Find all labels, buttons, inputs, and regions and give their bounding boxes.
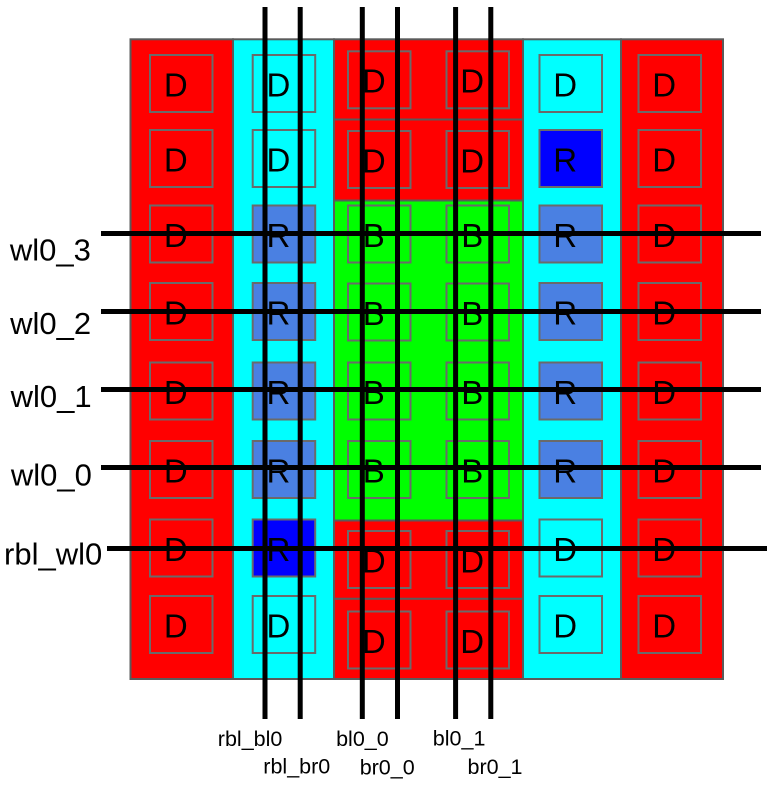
svg-text:B: B [461, 452, 483, 489]
svg-text:D: D [266, 66, 290, 103]
svg-text:D: D [460, 623, 484, 660]
svg-text:D: D [553, 66, 577, 103]
svg-text:wl0_3: wl0_3 [9, 232, 91, 267]
svg-text:wl0_0: wl0_0 [10, 458, 92, 493]
svg-text:rbl_wl0: rbl_wl0 [4, 537, 102, 572]
svg-text:D: D [460, 142, 484, 179]
svg-text:D: D [362, 542, 386, 579]
svg-text:rbl_br0: rbl_br0 [263, 755, 330, 779]
svg-text:B: B [363, 452, 385, 489]
svg-text:D: D [164, 141, 188, 178]
svg-text:R: R [553, 141, 577, 178]
svg-text:D: D [164, 452, 188, 489]
svg-text:D: D [652, 607, 676, 644]
svg-text:D: D [164, 374, 188, 411]
svg-text:D: D [553, 607, 577, 644]
svg-text:R: R [553, 374, 577, 411]
svg-text:B: B [461, 374, 483, 411]
svg-text:D: D [164, 607, 188, 644]
svg-text:D: D [362, 63, 386, 100]
svg-text:R: R [553, 452, 577, 489]
svg-text:B: B [363, 374, 385, 411]
svg-text:br0_1: br0_1 [468, 755, 523, 779]
svg-text:wl0_1: wl0_1 [10, 379, 92, 414]
svg-text:br0_0: br0_0 [360, 756, 415, 780]
svg-text:bl0_0: bl0_0 [336, 727, 389, 751]
svg-text:R: R [266, 452, 290, 489]
svg-text:D: D [362, 623, 386, 660]
svg-text:D: D [652, 141, 676, 178]
svg-text:D: D [266, 607, 290, 644]
svg-text:bl0_1: bl0_1 [433, 727, 486, 751]
svg-text:rbl_bl0: rbl_bl0 [218, 727, 283, 751]
svg-text:D: D [460, 63, 484, 100]
svg-text:R: R [266, 374, 290, 411]
svg-text:D: D [362, 142, 386, 179]
svg-text:D: D [164, 66, 188, 103]
svg-text:D: D [652, 374, 676, 411]
svg-text:D: D [652, 452, 676, 489]
svg-text:D: D [266, 141, 290, 178]
svg-text:D: D [460, 542, 484, 579]
svg-text:wl0_2: wl0_2 [9, 306, 91, 341]
svg-text:D: D [652, 66, 676, 103]
